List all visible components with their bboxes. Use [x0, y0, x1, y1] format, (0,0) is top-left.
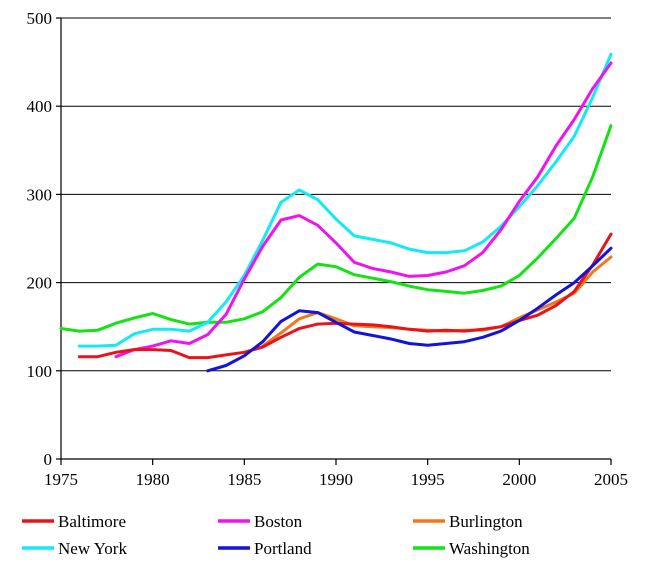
legend: Baltimore Boston Burlington New York Portlan… [22, 512, 530, 558]
legend-label: Washington [449, 539, 530, 558]
x-tick-label: 1980 [136, 470, 170, 489]
x-tick-label: 1990 [319, 470, 353, 489]
y-tick-label: 200 [27, 274, 53, 293]
legend-item-baltimore: Baltimore [22, 512, 126, 531]
y-tick-label: 100 [27, 362, 53, 381]
legend-label: Baltimore [58, 512, 126, 531]
x-tick-label: 1975 [44, 470, 78, 489]
legend-item-washington: Washington [413, 539, 530, 558]
legend-label: Burlington [449, 512, 523, 531]
gridlines [61, 17, 611, 372]
legend-label: Boston [254, 512, 303, 531]
series-line-portland [206, 246, 613, 373]
legend-item-burlington: Burlington [413, 512, 523, 531]
x-tick-label: 2005 [594, 470, 628, 489]
series-line-new-york [77, 52, 613, 348]
series-line-boston [114, 61, 613, 359]
axes [60, 18, 611, 460]
y-tick-label: 0 [44, 450, 53, 469]
legend-item-new-york: New York [22, 539, 127, 558]
y-tick-label: 300 [27, 185, 53, 204]
legend-item-boston: Boston [218, 512, 303, 531]
legend-label: New York [58, 539, 127, 558]
series-lines [59, 52, 613, 373]
axis-ticks: 0 100 200 300 400 500 1975 1980 1985 1990 1995 2000… [27, 9, 629, 489]
legend-item-portland: Portland [218, 539, 312, 558]
legend-label: Portland [254, 539, 312, 558]
x-tick-label: 2000 [502, 470, 536, 489]
y-tick-label: 500 [27, 9, 53, 28]
series-line-washington [59, 124, 613, 333]
x-tick-label: 1985 [227, 470, 261, 489]
x-tick-label: 1995 [411, 470, 445, 489]
y-tick-label: 400 [27, 97, 53, 116]
